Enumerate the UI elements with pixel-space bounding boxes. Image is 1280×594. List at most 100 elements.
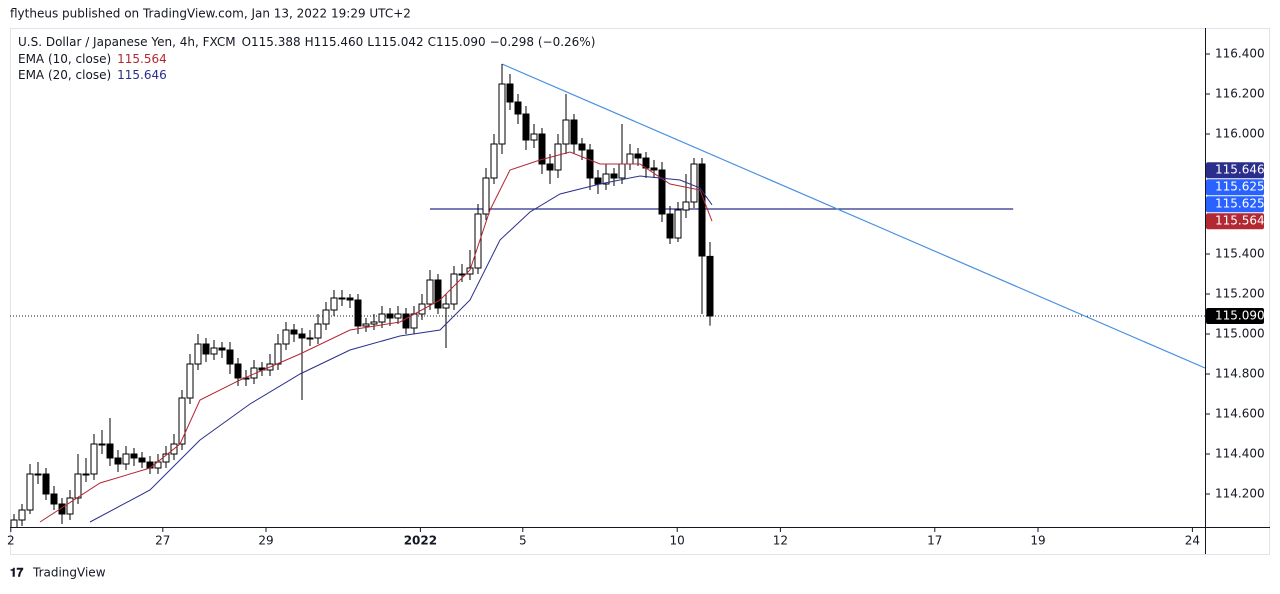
- y-tick-label: 115.400: [1215, 247, 1265, 261]
- y-tick-label: 114.800: [1215, 367, 1265, 381]
- candle-body: [442, 303, 450, 309]
- series-legend: EMA (20, close) 115.646: [18, 68, 167, 82]
- candle-body: [506, 83, 514, 103]
- candle-body: [498, 83, 506, 145]
- legend-part: H: [305, 35, 314, 49]
- x-tick-label: 5: [519, 534, 527, 548]
- candle-body: [514, 101, 522, 115]
- candle-body: [114, 457, 122, 465]
- candle-body: [578, 143, 586, 151]
- candle-body: [146, 461, 154, 469]
- legend-part: O: [242, 35, 251, 49]
- candle-body: [186, 363, 194, 399]
- candle-body: [674, 209, 682, 239]
- price-label-bg: [1206, 179, 1264, 196]
- candle-body: [90, 443, 98, 475]
- legend: U.S. Dollar / Japanese Yen, 4h, FXCM O115…: [18, 35, 595, 82]
- y-tick-label: 116.200: [1215, 87, 1265, 101]
- candle-body: [450, 273, 458, 305]
- candle-body: [194, 343, 202, 365]
- candle-body: [410, 313, 418, 329]
- ema-line: [39, 151, 713, 523]
- legend-part: U.S. Dollar / Japanese Yen, 4h, FXCM: [18, 35, 236, 49]
- legend-part: 115.042: [374, 35, 424, 49]
- candle-body: [530, 133, 538, 141]
- y-tick-label: 115.000: [1215, 327, 1265, 341]
- candle-body: [330, 297, 338, 311]
- price-label: 115.625: [1215, 197, 1265, 211]
- candle-body: [26, 473, 34, 511]
- frame: [10, 28, 1270, 555]
- candle-body: [538, 133, 546, 165]
- candle-body: [82, 473, 90, 476]
- candle-body: [386, 313, 394, 319]
- legend-part: EMA (20, close): [18, 68, 111, 82]
- candle-body: [434, 279, 442, 309]
- candle-body: [482, 177, 490, 215]
- candle-body: [402, 313, 410, 329]
- candle-body: [546, 163, 554, 171]
- candle-body: [346, 297, 354, 301]
- candle-body: [682, 201, 690, 211]
- candle-body: [458, 273, 466, 276]
- candle-body: [354, 299, 362, 327]
- candle-body: [42, 473, 50, 495]
- candle-body: [210, 347, 218, 355]
- candle-body: [658, 169, 666, 215]
- candle-body: [10, 519, 18, 527]
- price-label-bg: [1206, 213, 1264, 230]
- y-tick-label: 116.000: [1215, 127, 1265, 141]
- y-tick-label: 114.200: [1215, 487, 1265, 501]
- candle-body: [562, 119, 570, 145]
- candle-body: [226, 349, 234, 365]
- candle-body: [50, 493, 58, 505]
- y-tick-label: 116.400: [1215, 47, 1265, 61]
- candle-body: [426, 279, 434, 305]
- legend-part: 115.564: [117, 52, 167, 66]
- candle-body: [618, 163, 626, 179]
- candle-body: [66, 497, 74, 515]
- x-tick-label: 24: [1185, 534, 1200, 548]
- candle-body: [58, 503, 66, 515]
- candle-body: [138, 457, 146, 463]
- candle-body: [666, 213, 674, 239]
- legend-part: C: [428, 35, 436, 49]
- x-tick-label: 2022: [404, 534, 437, 548]
- candle-body: [130, 453, 138, 459]
- candle-body: [202, 343, 210, 355]
- legend-part: 115.460: [314, 35, 364, 49]
- x-tick-label: 29: [258, 534, 273, 548]
- price-label: 115.090: [1215, 309, 1265, 323]
- candle-body: [690, 163, 698, 203]
- candle-body: [554, 143, 562, 171]
- x-tick-label: 2: [7, 534, 15, 548]
- candle-body: [234, 363, 242, 379]
- candle-body: [634, 153, 642, 159]
- candle-body: [306, 337, 314, 340]
- x-tick-label: 27: [155, 534, 170, 548]
- candle-body: [298, 333, 306, 339]
- candle-body: [602, 173, 610, 185]
- candle-body: [218, 347, 226, 351]
- candle-body: [314, 323, 322, 339]
- x-tick-label: 19: [1030, 534, 1045, 548]
- x-tick-label: 17: [927, 534, 942, 548]
- candle-body: [282, 329, 290, 345]
- legend-part: 115.090: [436, 35, 486, 49]
- drawn-line: [501, 63, 1205, 369]
- candle-body: [290, 329, 298, 335]
- candle-body: [322, 309, 330, 325]
- candle-body: [522, 113, 530, 141]
- candle-body: [106, 443, 114, 459]
- x-tick-label: 10: [670, 534, 685, 548]
- candle-body: [570, 119, 578, 145]
- candle-body: [706, 255, 714, 317]
- legend-part: 115.646: [117, 68, 167, 82]
- candle-body: [18, 509, 26, 521]
- price-label: 115.646: [1215, 163, 1265, 177]
- candle-body: [394, 313, 402, 319]
- candle-body: [74, 473, 82, 499]
- candle-body: [122, 453, 130, 465]
- legend-part: 115.388: [251, 35, 301, 49]
